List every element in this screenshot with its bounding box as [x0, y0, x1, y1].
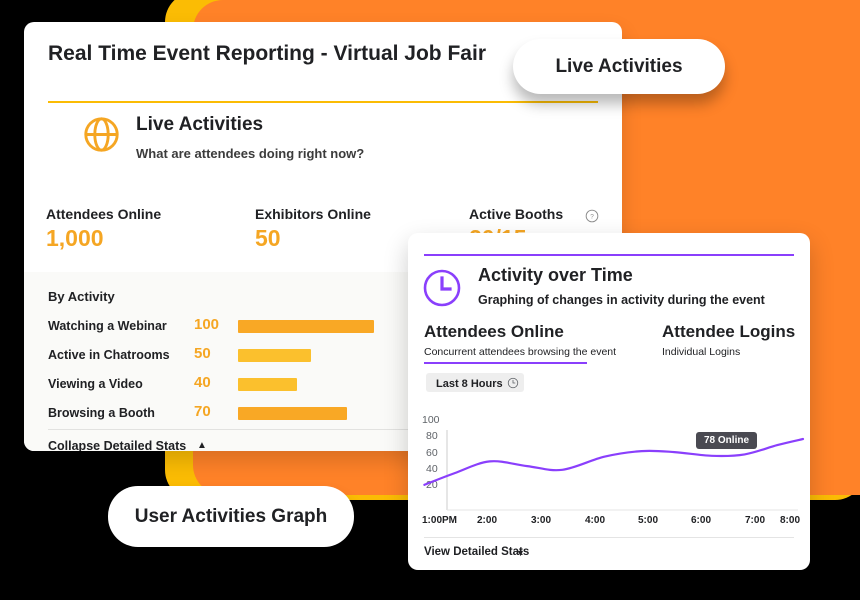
- svg-text:?: ?: [590, 214, 594, 221]
